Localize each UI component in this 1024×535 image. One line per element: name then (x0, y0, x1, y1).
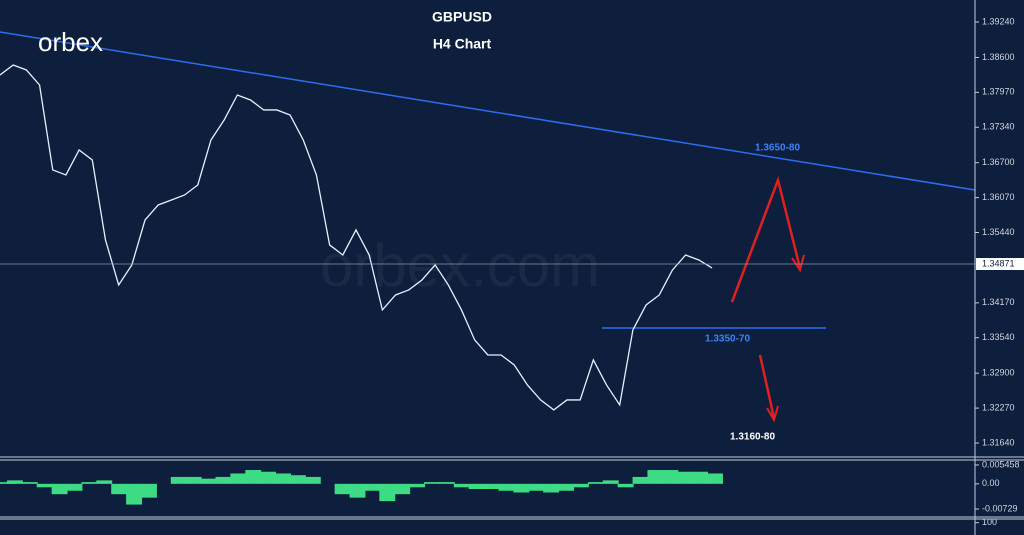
histogram-bar (379, 483, 396, 502)
y-tick-label: -0.00729 (982, 503, 1018, 513)
histogram-bar (572, 483, 589, 488)
histogram-bar (662, 470, 679, 484)
y-tick-label: 1.39240 (982, 16, 1015, 26)
histogram-bar (543, 483, 560, 493)
last-price-label: 1.34871 (982, 258, 1015, 268)
y-tick-label: 1.36700 (982, 157, 1015, 167)
histogram-bar (364, 483, 381, 491)
histogram-bar (707, 473, 723, 484)
histogram-bar (334, 483, 351, 495)
chart-title: GBPUSD (432, 9, 492, 25)
y-tick-label: 100 (982, 517, 997, 527)
y-tick-label: 1.36070 (982, 192, 1015, 202)
y-tick-label: 1.31640 (982, 437, 1015, 447)
arrow (730, 175, 802, 303)
histogram-bar (617, 483, 634, 488)
histogram-bar (289, 475, 306, 484)
trend-line (0, 31, 976, 191)
price-line (0, 64, 713, 411)
histogram-bar (602, 480, 619, 484)
histogram-bar (394, 483, 411, 495)
histogram-bar (647, 470, 664, 484)
histogram-bar (409, 483, 426, 488)
last-price-box (976, 258, 1024, 271)
histogram-bar (513, 483, 530, 493)
annotation: 1.3160-80 (730, 432, 775, 443)
histogram-bar (692, 471, 709, 484)
histogram-bar (453, 483, 470, 488)
histogram-bar (21, 482, 38, 484)
histogram-bar (632, 476, 649, 484)
histogram-bar (6, 480, 23, 484)
y-tick-label: 1.32900 (982, 368, 1015, 378)
y-tick-label: 1.34170 (982, 297, 1015, 307)
histogram-bar (66, 483, 83, 491)
histogram-bar (587, 482, 604, 484)
histogram-bar (349, 483, 366, 498)
histogram-bar (483, 483, 500, 490)
watermark: orbex.com (320, 232, 600, 299)
histogram-bar (215, 476, 232, 484)
logo: orbex (38, 27, 103, 57)
histogram-bar (96, 480, 113, 484)
histogram-bar (260, 471, 277, 484)
chart-subtitle: H4 Chart (433, 36, 492, 52)
histogram-bar (126, 483, 143, 505)
histogram-bar (185, 476, 202, 484)
histogram-bar (498, 483, 515, 491)
y-tick-label: 1.37340 (982, 122, 1015, 132)
histogram-bar (200, 478, 217, 484)
histogram-bar (51, 483, 68, 495)
y-tick-label: 0.005458 (982, 459, 1020, 469)
annotation: 1.3350-70 (705, 334, 750, 345)
y-tick-label: 1.38600 (982, 52, 1015, 62)
histogram-bar (230, 473, 247, 484)
histogram-bar (468, 483, 485, 490)
histogram-bar (245, 470, 262, 484)
histogram-bar (141, 483, 157, 498)
arrow-head (766, 405, 779, 423)
histogram-bar (81, 482, 98, 484)
histogram-bar (677, 471, 694, 484)
arrow (758, 354, 776, 419)
histogram-bar (36, 483, 53, 488)
y-tick-label: 1.33540 (982, 332, 1015, 342)
annotation: 1.3650-80 (755, 143, 800, 154)
y-tick-label: 0.00 (982, 478, 1000, 488)
y-tick-label: 1.32270 (982, 402, 1015, 412)
y-tick-label: 1.35440 (982, 227, 1015, 237)
histogram-bar (528, 483, 545, 491)
histogram-bar (304, 476, 321, 484)
histogram-bar (275, 473, 291, 484)
histogram-bar (170, 476, 187, 484)
histogram-bar (424, 482, 440, 484)
histogram-bar (558, 483, 574, 491)
histogram-bar (111, 483, 128, 495)
histogram-bar (438, 482, 455, 484)
y-tick-label: 1.37970 (982, 87, 1015, 97)
arrow-head (791, 254, 805, 273)
